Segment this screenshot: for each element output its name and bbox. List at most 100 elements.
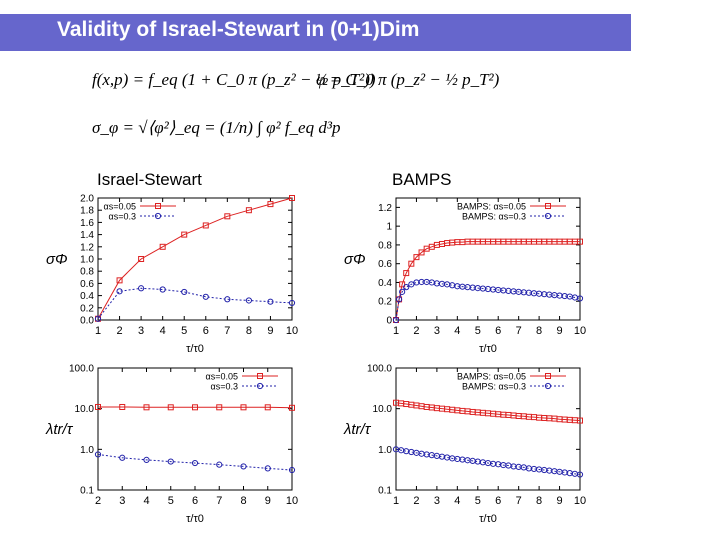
- data-point: [167, 404, 174, 411]
- y-axis-label: σΦ: [344, 251, 366, 268]
- y-tick-label: 1.2: [80, 242, 94, 253]
- x-tick-label: 6: [495, 325, 501, 337]
- x-tick-label: 8: [536, 325, 542, 337]
- data-point: [167, 458, 174, 465]
- y-tick-label: 0.8: [80, 267, 94, 278]
- chart-is-lambda: 2 3 4 5 6 7 8 9 10 0.1 1.0 10.0 100.0 τ/τ0 λtr/τ αs=0.0…: [45, 364, 298, 526]
- data-point: [399, 281, 406, 288]
- x-tick-label: 7: [216, 495, 222, 507]
- y-tick-label: 10.0: [373, 404, 393, 415]
- data-point: [192, 404, 198, 411]
- x-tick-label: 3: [434, 495, 440, 507]
- y-tick-label: 0.6: [378, 259, 392, 270]
- data-point: [577, 238, 583, 245]
- data-point: [408, 260, 415, 267]
- x-tick-label: 10: [574, 325, 586, 337]
- x-tick-label: 4: [160, 325, 166, 337]
- x-tick-label: 9: [267, 325, 273, 337]
- legend-marker: [544, 382, 552, 390]
- y-axis-label: σΦ: [46, 251, 68, 268]
- data-point: [576, 295, 584, 302]
- y-tick-label: 1.0: [80, 255, 94, 266]
- data-point: [413, 254, 420, 261]
- y-tick-label: 0.1: [378, 486, 392, 497]
- x-tick-label: 1: [393, 495, 399, 507]
- data-point: [267, 298, 274, 305]
- x-tick-label: 9: [556, 325, 562, 337]
- data-point: [289, 404, 295, 411]
- data-point: [116, 277, 123, 284]
- label-bamps: BAMPS: [392, 170, 452, 189]
- data-point: [240, 463, 247, 470]
- y-tick-label: 0.0: [80, 316, 94, 327]
- x-tick-label: 8: [246, 325, 252, 337]
- data-point: [392, 316, 400, 324]
- data-point: [94, 315, 102, 322]
- y-tick-label: 1.0: [80, 445, 94, 456]
- chart-bamps-lambda: 1 2 3 4 5 6 7 8 9 10 0.1 1.0 10.0 100.0 τ/τ0 λtr/τ BAMPS…: [343, 364, 586, 526]
- series-line-1: [395, 281, 581, 321]
- x-tick-label: 10: [574, 495, 586, 507]
- y-tick-label: 1.6: [80, 218, 94, 229]
- x-tick-label: 8: [536, 495, 542, 507]
- legend-label: αs=0.05: [206, 372, 238, 382]
- y-tick-label: 100.0: [69, 364, 94, 375]
- y-axis-label: λtr/τ: [343, 421, 372, 438]
- data-point: [216, 404, 223, 411]
- data-point: [245, 297, 252, 304]
- y-tick-label: 1.4: [80, 230, 94, 241]
- x-tick-label: 3: [119, 495, 125, 507]
- legend-label: αs=0.3: [109, 212, 136, 222]
- x-tick-label: 6: [192, 495, 198, 507]
- y-axis-label: λtr/τ: [45, 421, 74, 438]
- x-tick-label: 5: [475, 495, 481, 507]
- data-point: [288, 299, 296, 307]
- data-point: [138, 256, 145, 262]
- data-point: [288, 466, 296, 474]
- y-tick-label: 2.0: [80, 194, 94, 205]
- data-point: [138, 285, 145, 292]
- data-point: [181, 288, 188, 296]
- data-point: [577, 417, 583, 424]
- legend-marker: [257, 373, 263, 379]
- y-tick-label: 0.1: [80, 486, 94, 497]
- series-line-1: [97, 287, 293, 320]
- x-tick-label: 1: [393, 325, 399, 337]
- series-line-0: [395, 402, 581, 422]
- data-point: [159, 243, 166, 250]
- x-tick-label: 2: [413, 325, 419, 337]
- x-tick-label: 6: [495, 495, 501, 507]
- y-tick-label: 0.4: [378, 278, 392, 289]
- data-point: [399, 288, 406, 295]
- y-tick-label: 0.2: [80, 303, 94, 314]
- legend-label: BAMPS: αs=0.3: [462, 382, 526, 392]
- data-point: [159, 286, 166, 293]
- x-tick-label: 4: [454, 325, 460, 337]
- x-axis-label: τ/τ0: [479, 343, 497, 355]
- x-tick-label: 3: [434, 325, 440, 337]
- data-point: [143, 404, 150, 411]
- legend-marker: [544, 212, 552, 220]
- y-tick-label: 1.2: [378, 203, 392, 214]
- data-point: [95, 403, 101, 410]
- data-point: [119, 454, 126, 461]
- data-point: [202, 293, 209, 300]
- x-tick-label: 4: [143, 495, 149, 507]
- y-tick-label: 1.0: [378, 445, 392, 456]
- y-tick-label: 10.0: [75, 404, 95, 415]
- data-point: [240, 404, 247, 411]
- formula-sigma: σ_φ = √⟨φ²⟩_eq = (1/n) ∫ φ² f_eq d³p: [92, 118, 341, 137]
- x-tick-label: 5: [168, 495, 174, 507]
- data-point: [216, 461, 223, 468]
- x-tick-label: 7: [224, 325, 230, 337]
- chart-is-sigma: 1 2 3 4 5 6 7 8 9 10 0.0 0.20.40.60.81.0 1.21.41.61.…: [46, 194, 298, 356]
- data-point: [119, 403, 126, 410]
- plot-frame: [395, 197, 581, 321]
- legend-marker: [155, 203, 161, 209]
- y-tick-label: 1: [386, 222, 392, 233]
- data-point: [408, 281, 415, 288]
- data-point: [191, 459, 199, 467]
- formula-distribution: f(x,p) = f_eq (1 + C_0 π (p_z² − ½ p_T²)…: [92, 70, 376, 89]
- x-tick-label: 10: [286, 325, 298, 337]
- x-tick-label: 7: [516, 325, 522, 337]
